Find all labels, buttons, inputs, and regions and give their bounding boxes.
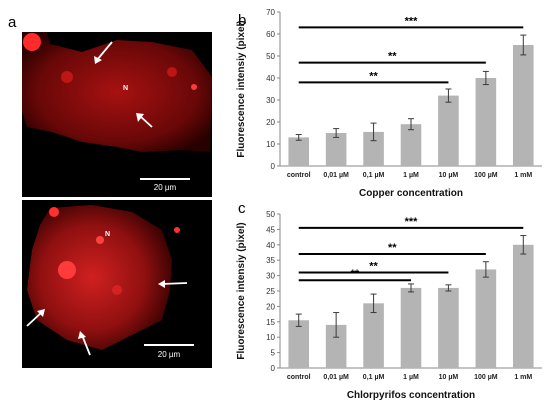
bar: [363, 131, 384, 166]
significance-label: **: [388, 242, 397, 254]
x-tick-label: 0,1 µM: [363, 172, 385, 179]
significance-label: **: [369, 70, 378, 82]
y-tick-label: 50: [266, 210, 275, 219]
bar: [400, 287, 422, 368]
bar: [438, 287, 459, 368]
y-tick-label: 5: [271, 349, 276, 358]
y-tick-label: 60: [266, 30, 275, 39]
panel-letter-a: a: [8, 14, 17, 31]
x-tick-label: 100 µM: [474, 172, 498, 179]
y-tick-label: 30: [266, 96, 275, 105]
x-tick-label: 10 µM: [439, 374, 459, 381]
bar: [325, 133, 347, 166]
x-tick-label: 0,01 µM: [323, 172, 349, 179]
micrograph-bottom: N 20 µm: [22, 200, 212, 368]
y-axis-label: Fluorescence intensiy (pixel): [236, 20, 247, 157]
significance-label: ***: [405, 216, 419, 228]
bar: [512, 244, 534, 368]
y-tick-label: 20: [266, 118, 275, 127]
arrow-icon: [26, 311, 43, 327]
y-tick-label: 25: [266, 287, 275, 296]
micrograph-top-image: N 20 µm: [22, 32, 212, 197]
arrow-icon: [81, 334, 91, 356]
panel-letter-c: c: [238, 200, 246, 217]
x-axis-label: Copper concentration: [359, 188, 463, 199]
y-tick-label: 35: [266, 256, 275, 265]
bar: [438, 95, 459, 166]
y-tick-label: 50: [266, 52, 275, 61]
y-tick-label: 45: [266, 225, 275, 234]
significance-label: **: [388, 51, 397, 63]
y-axis-label: Fluorescence intensiy (pixel): [236, 222, 247, 359]
bar: [288, 137, 310, 166]
arrow-icon: [139, 115, 153, 128]
significance-label: ***: [405, 15, 419, 27]
x-tick-label: control: [287, 374, 311, 381]
chart-copper: 0 10 20 30 40 50 60 70 control 0,01 µM 0,1 µM 1 µM 1…: [236, 8, 542, 199]
y-tick-label: 0: [271, 364, 276, 373]
y-tick-label: 10: [266, 140, 275, 149]
y-tick-label: 15: [266, 318, 275, 327]
micrograph-top: N 20 µm: [22, 32, 212, 197]
y-tick-label: 40: [266, 241, 275, 250]
significance-label: **: [351, 268, 360, 280]
x-tick-label: 1 mM: [514, 374, 532, 381]
x-axis-label: Chlorpyrifos concentration: [347, 390, 475, 401]
y-tick-label: 40: [266, 74, 275, 83]
x-tick-label: control: [287, 172, 311, 179]
significance-label: **: [369, 261, 378, 273]
x-tick-label: 1 mM: [514, 172, 532, 179]
bar: [475, 269, 497, 368]
nucleus-label: N: [105, 231, 110, 238]
bar: [475, 78, 497, 166]
y-tick-label: 0: [271, 162, 276, 171]
y-tick-label: 20: [266, 302, 275, 311]
chart-chlorpyrifos: 0 5 10 15 20 25 30 35 40 45 50 control 0,01 µM 0,1 µM…: [236, 210, 542, 401]
x-tick-label: 10 µM: [439, 172, 459, 179]
x-tick-label: 0,01 µM: [323, 374, 349, 381]
arrow-icon: [96, 41, 113, 61]
scale-label: 20 µm: [154, 183, 177, 192]
y-tick-label: 30: [266, 272, 275, 281]
bar: [325, 324, 347, 368]
scale-label: 20 µm: [158, 350, 181, 359]
x-tick-label: 1 µM: [403, 374, 419, 381]
y-tick-label: 10: [266, 333, 275, 342]
micrograph-bottom-image: N 20 µm: [22, 200, 212, 368]
bar: [512, 45, 534, 166]
bar: [363, 303, 384, 368]
x-tick-label: 100 µM: [474, 374, 498, 381]
bar: [400, 124, 422, 166]
nucleus-label: N: [123, 85, 128, 92]
y-tick-label: 70: [266, 8, 275, 17]
panel-letter-b: b: [238, 12, 247, 29]
arrow-icon: [161, 282, 188, 285]
bar: [288, 320, 310, 368]
x-tick-label: 1 µM: [403, 172, 419, 179]
x-tick-label: 0,1 µM: [363, 374, 385, 381]
